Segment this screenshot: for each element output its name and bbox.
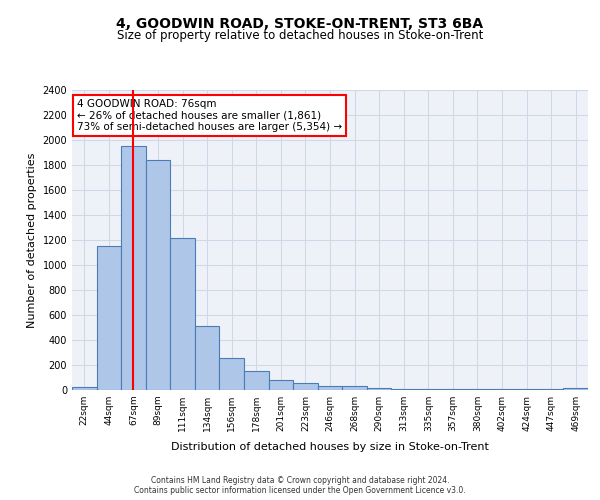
Bar <box>244 370 269 390</box>
Bar <box>318 386 342 390</box>
Bar <box>293 383 318 390</box>
Bar <box>367 388 391 390</box>
Bar <box>440 389 465 390</box>
Bar <box>97 246 121 390</box>
Bar <box>416 389 440 390</box>
Bar <box>342 386 367 390</box>
Y-axis label: Number of detached properties: Number of detached properties <box>27 152 37 328</box>
Bar <box>146 160 170 390</box>
Bar <box>269 380 293 390</box>
Text: 4 GOODWIN ROAD: 76sqm
← 26% of detached houses are smaller (1,861)
73% of semi-d: 4 GOODWIN ROAD: 76sqm ← 26% of detached … <box>77 99 342 132</box>
Bar <box>170 238 195 390</box>
Bar <box>563 388 588 390</box>
Text: Size of property relative to detached houses in Stoke-on-Trent: Size of property relative to detached ho… <box>117 29 483 42</box>
Bar <box>220 358 244 390</box>
Bar <box>121 146 146 390</box>
Bar <box>195 326 220 390</box>
Text: 4, GOODWIN ROAD, STOKE-ON-TRENT, ST3 6BA: 4, GOODWIN ROAD, STOKE-ON-TRENT, ST3 6BA <box>116 18 484 32</box>
Bar <box>72 387 97 390</box>
Text: Contains HM Land Registry data © Crown copyright and database right 2024.
Contai: Contains HM Land Registry data © Crown c… <box>134 476 466 495</box>
X-axis label: Distribution of detached houses by size in Stoke-on-Trent: Distribution of detached houses by size … <box>171 442 489 452</box>
Bar <box>391 389 416 390</box>
